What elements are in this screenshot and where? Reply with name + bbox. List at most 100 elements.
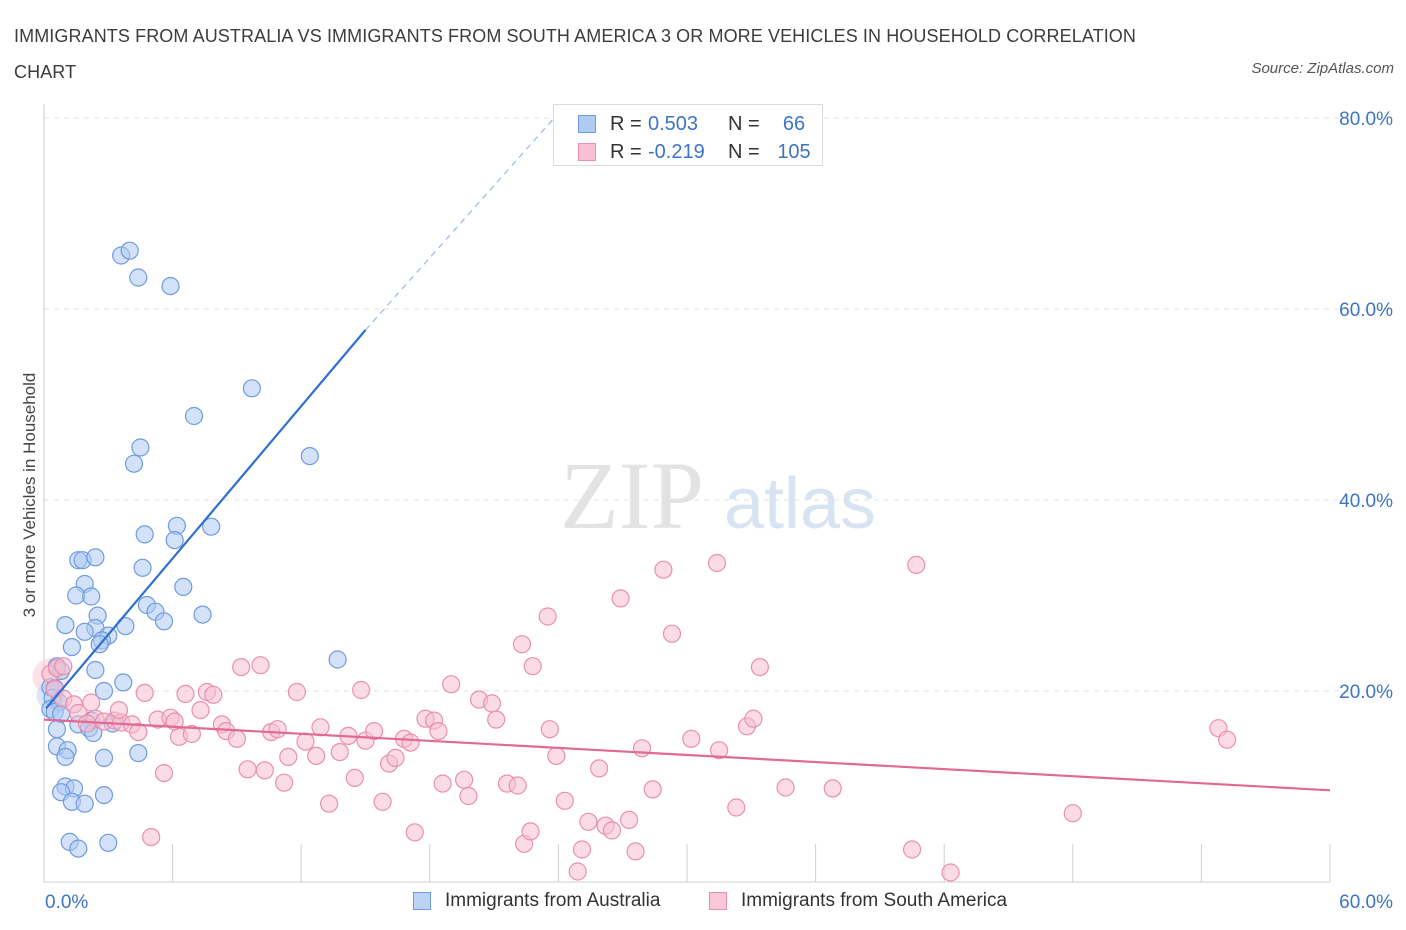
- south-america-point: [523, 657, 542, 676]
- south-america-point: [538, 607, 557, 626]
- australia-point: [161, 277, 180, 296]
- australia-point: [174, 577, 193, 597]
- south-america-point: [373, 792, 392, 811]
- south-america-point: [727, 798, 746, 817]
- south-america-point: [654, 560, 673, 579]
- source-credit: Source: ZipAtlas.com: [1251, 60, 1394, 77]
- trendline-australia-extension: [365, 112, 559, 331]
- y-tick-label: 40.0%: [1339, 491, 1393, 512]
- australia-point: [69, 839, 88, 858]
- trendline-australia: [45, 329, 367, 709]
- australia-point: [129, 743, 148, 763]
- south-america-point: [311, 718, 330, 737]
- south-america-point: [750, 657, 770, 677]
- australia-point: [124, 454, 144, 473]
- south-america-point: [227, 729, 246, 748]
- south-america-point: [521, 822, 540, 841]
- grid-lines: [44, 117, 1392, 692]
- australia-point: [94, 681, 114, 701]
- australia-point: [67, 586, 86, 605]
- australia-point: [47, 720, 67, 739]
- australia-point: [94, 748, 114, 768]
- south-america-point: [296, 732, 315, 751]
- chart-title: IMMIGRANTS FROM AUSTRALIA VS IMMIGRANTS …: [14, 26, 1137, 82]
- south-america-point: [619, 810, 639, 830]
- south-america-point: [176, 684, 195, 704]
- n-label: N =: [728, 113, 760, 135]
- australia-point: [129, 268, 148, 287]
- south-america-point: [268, 720, 287, 739]
- tick-labels: 20.0% 40.0% 60.0% 80.0% 0.0% 60.0%: [45, 109, 1393, 913]
- south-america-point: [662, 624, 682, 643]
- south-america-point: [251, 656, 270, 675]
- south-america-point: [823, 779, 842, 798]
- australia-point: [135, 525, 154, 544]
- legend-swatch-australia: [578, 115, 596, 133]
- south-america-point: [902, 840, 922, 859]
- australia-point: [82, 587, 101, 606]
- legend-swatch-south-america: [578, 143, 596, 161]
- south-america-point: [232, 657, 251, 677]
- watermark: ZIP atlas: [560, 442, 876, 549]
- south-america-point: [643, 780, 662, 799]
- south-america-point: [279, 747, 298, 767]
- south-america-point: [602, 821, 622, 840]
- australia-point: [242, 379, 261, 398]
- south-america-point: [255, 761, 274, 780]
- south-america-point: [191, 700, 210, 720]
- australia-point: [114, 673, 133, 692]
- australia-point: [154, 612, 174, 631]
- australia-point: [56, 615, 75, 635]
- r-value: -0.219: [648, 141, 705, 163]
- south-america-point: [307, 746, 326, 766]
- south-america-point: [182, 724, 201, 744]
- south-america-point: [555, 791, 574, 810]
- australia-point: [300, 447, 319, 466]
- south-america-point: [401, 733, 420, 752]
- south-america-point: [405, 823, 424, 842]
- south-america-point: [682, 729, 701, 748]
- australia-point: [86, 660, 105, 680]
- south-america-point: [77, 714, 97, 733]
- south-america-point: [907, 555, 926, 575]
- australia-point: [184, 406, 204, 426]
- south-america-point: [508, 776, 527, 795]
- legend-swatch-australia: [413, 892, 431, 910]
- australia-point: [202, 517, 221, 536]
- south-america-point: [455, 770, 474, 789]
- south-america-point: [429, 721, 448, 741]
- south-america-point: [709, 741, 729, 760]
- south-america-point: [442, 675, 461, 694]
- y-tick-label: 60.0%: [1339, 300, 1393, 321]
- south-america-point: [707, 553, 727, 573]
- south-america-point: [287, 682, 306, 702]
- n-value: 105: [777, 141, 811, 163]
- trendline-south-america: [43, 718, 1331, 792]
- south-america-point: [1217, 730, 1237, 749]
- australia-point: [120, 241, 139, 260]
- south-america-point: [154, 763, 174, 783]
- australia-point: [99, 833, 118, 852]
- south-america-point: [142, 827, 161, 847]
- australia-point: [56, 747, 75, 767]
- n-label: N =: [728, 141, 760, 163]
- south-america-point: [589, 759, 609, 778]
- south-america-point: [547, 746, 566, 766]
- australia-point: [131, 438, 150, 457]
- legend-label-australia: Immigrants from Australia: [445, 890, 661, 911]
- south-america-point: [275, 773, 294, 792]
- trend-lines: [43, 112, 1331, 792]
- south-america-point: [330, 742, 349, 762]
- south-america-point: [626, 842, 645, 861]
- watermark-zip: ZIP: [560, 442, 704, 549]
- south-america-point: [352, 680, 371, 700]
- south-america-point: [568, 862, 587, 881]
- australia-point: [75, 622, 94, 641]
- australia-point: [62, 637, 82, 657]
- y-tick-label: 20.0%: [1339, 682, 1393, 703]
- south-america-point: [204, 685, 223, 704]
- south-america-point: [433, 774, 452, 793]
- axes: [43, 104, 1331, 883]
- south-america-point: [386, 748, 405, 768]
- stats-legend: R = 0.503 N = 66 R = -0.219 N = 105: [553, 104, 823, 166]
